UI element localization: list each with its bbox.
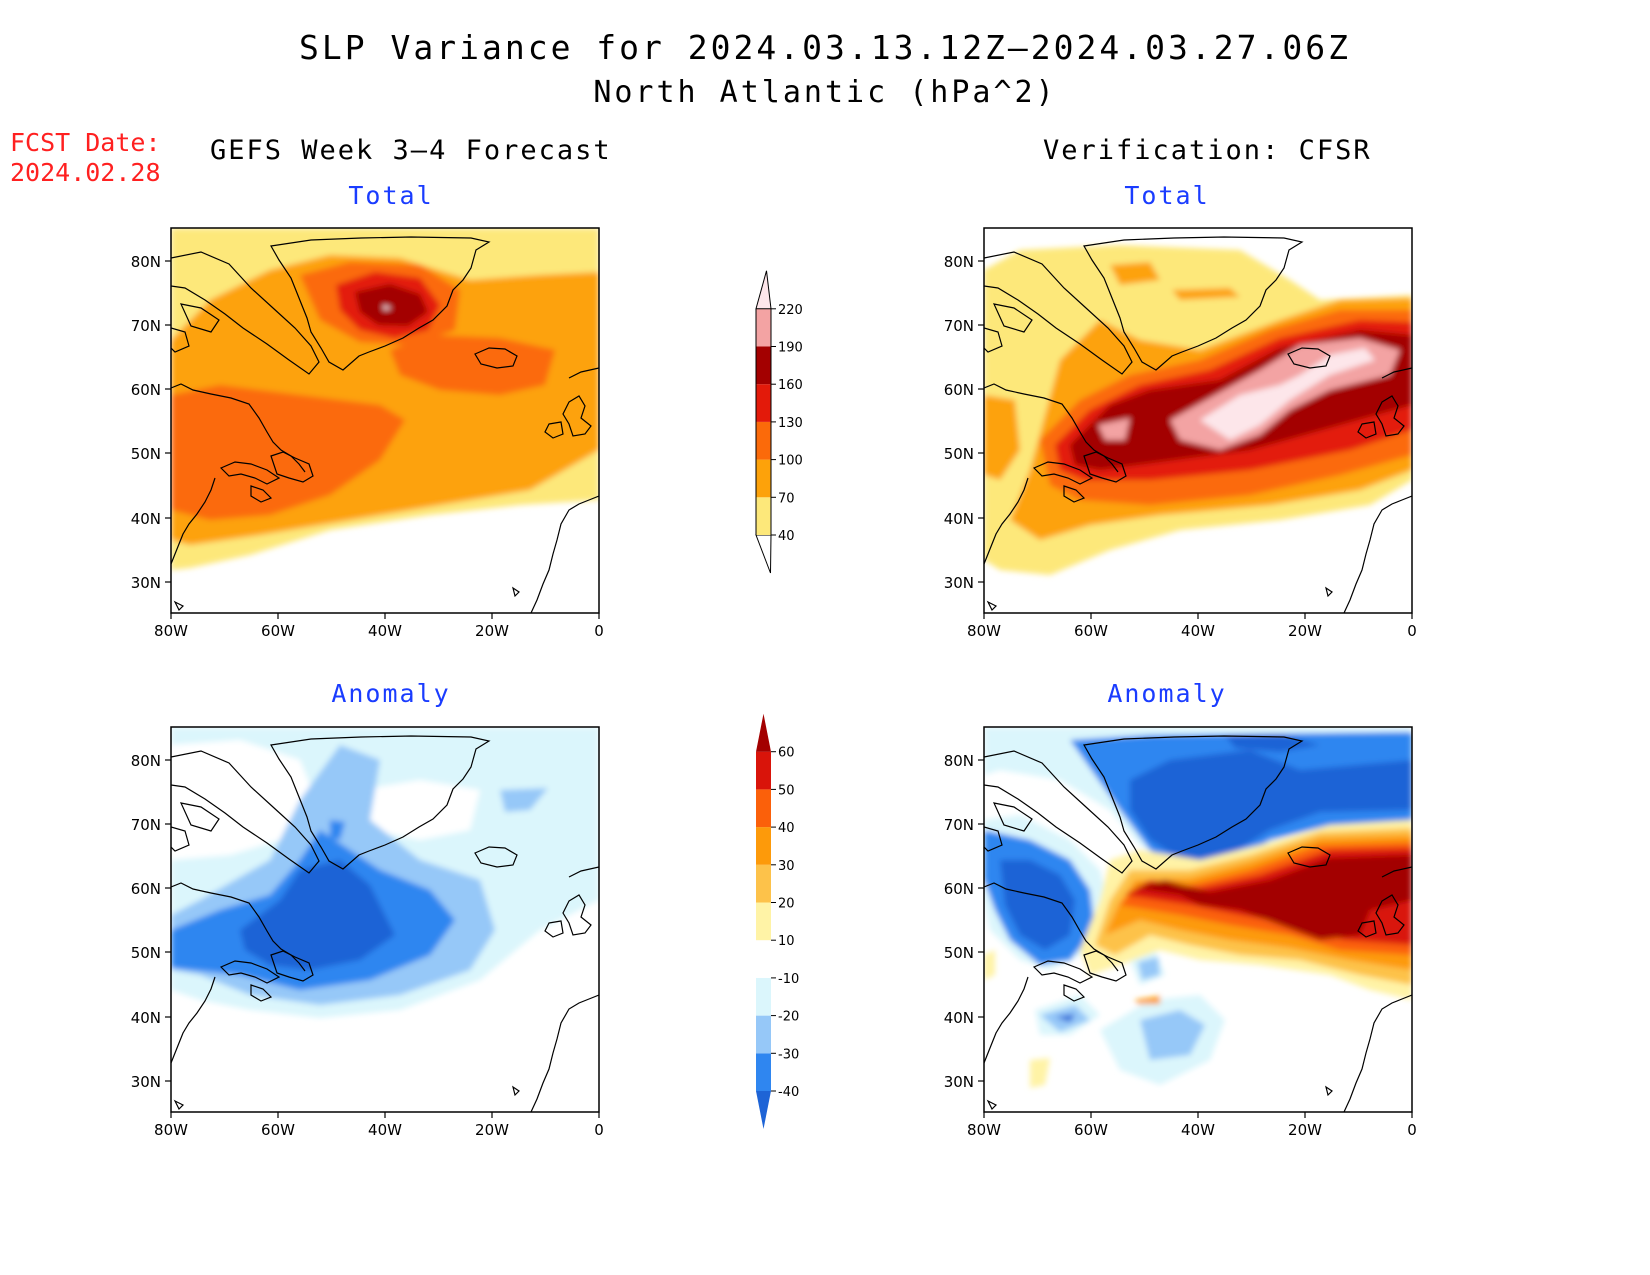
lon-tick-label: 60W: [261, 1121, 295, 1139]
colorbar-anomaly-label: -30: [778, 1047, 799, 1062]
colorbar-anomaly-label: -20: [778, 1010, 799, 1025]
lat-tick-label: 60N: [944, 880, 974, 898]
colorbar-total-label: 40: [778, 529, 795, 544]
lat-tick-label: 40N: [131, 510, 161, 528]
verification-anomaly-map: [984, 727, 1412, 1112]
colorbar-total-label: 130: [778, 416, 803, 431]
colorbar-anomaly-swatch: [756, 751, 771, 790]
colorbar-total-label: 220: [778, 303, 803, 318]
lon-tick-label: 80W: [967, 622, 1001, 640]
colorbars: 40 70 100 130 160 190 220 -40 -30 -20 -10 10 20 30 40 5…: [755, 270, 803, 1129]
lon-tick-label: 0: [594, 622, 604, 640]
colorbar-total-swatch: [756, 308, 771, 347]
lon-tick-label: 80W: [154, 622, 188, 640]
colorbar-total-low-cap: [755, 534, 772, 574]
lon-tick-label: 40W: [1181, 1121, 1215, 1139]
colorbar-total-high-cap: [755, 270, 772, 310]
colorbar-total-label: 100: [778, 454, 803, 469]
lat-tick-label: 60N: [131, 381, 161, 399]
colorbar-anomaly-label: 10: [778, 934, 795, 949]
lat-tick-label: 40N: [131, 1009, 161, 1027]
colorbar-anomaly-label: 40: [778, 821, 795, 836]
colorbar-total-swatch: [756, 497, 771, 535]
fcst-date-label: FCST Date:: [10, 128, 161, 157]
lat-tick-label: 30N: [944, 574, 974, 592]
lon-tick-label: 40W: [368, 1121, 402, 1139]
fcst-date-value: 2024.02.28: [10, 158, 161, 187]
colorbar-total-label: 190: [778, 341, 803, 356]
colorbar-anomaly-swatch: [756, 827, 771, 865]
lat-tick-label: 80N: [131, 253, 161, 271]
lon-tick-label: 60W: [261, 622, 295, 640]
colorbar-total-label: 70: [778, 491, 795, 506]
lon-tick-label: 60W: [1074, 1121, 1108, 1139]
colorbar-total-label: 160: [778, 378, 803, 393]
colorbar-anomaly-swatch: [756, 1015, 771, 1054]
colorbar-anomaly-low-cap: [756, 1091, 771, 1129]
forecast-total-map: [171, 228, 599, 613]
verification-anomaly-title: Anomaly: [1107, 679, 1227, 708]
colorbar-anomaly-label: 60: [778, 746, 795, 761]
lat-tick-label: 80N: [131, 752, 161, 770]
colorbar-anomaly-label: -40: [778, 1085, 799, 1100]
colorbar-total-swatch: [756, 346, 771, 385]
lat-tick-label: 30N: [944, 1073, 974, 1091]
verification-total-map: [984, 228, 1412, 613]
lon-tick-label: 80W: [154, 1121, 188, 1139]
main-title: SLP Variance for 2024.03.13.12Z–2024.03.…: [299, 28, 1351, 67]
colorbar-anomaly-swatch: [756, 902, 771, 941]
lon-tick-label: 40W: [368, 622, 402, 640]
lat-tick-label: 80N: [944, 253, 974, 271]
lat-tick-label: 70N: [944, 816, 974, 834]
lat-tick-label: 60N: [131, 880, 161, 898]
forecast-anomaly-title: Anomaly: [331, 679, 451, 708]
lon-tick-label: 60W: [1074, 622, 1108, 640]
colorbar-anomaly-label: 30: [778, 859, 795, 874]
axis-labels: 80N 70N 60N 50N 40N 30N 80W 60W 40W 20W 0 80N 70N 60N…: [131, 253, 1417, 1139]
lon-tick-label: 80W: [967, 1121, 1001, 1139]
main-subtitle: North Atlantic (hPa^2): [593, 75, 1057, 110]
colorbar-anomaly-swatch: [756, 789, 771, 828]
lat-tick-label: 70N: [944, 317, 974, 335]
colorbar-anomaly-high-cap: [756, 713, 771, 752]
colorbar-anomaly-swatch: [756, 977, 771, 1016]
lon-tick-label: 0: [1407, 622, 1417, 640]
forecast-anomaly-map: [171, 727, 599, 1112]
verification-total-title: Total: [1124, 181, 1210, 210]
colorbar-anomaly-swatch: [756, 940, 771, 978]
lon-tick-label: 20W: [475, 1121, 509, 1139]
colorbar-anomaly-swatch: [756, 864, 771, 903]
verification-column-title: Verification: CFSR: [1043, 135, 1372, 166]
lat-tick-label: 40N: [944, 510, 974, 528]
lat-tick-label: 30N: [131, 1073, 161, 1091]
colorbar-anomaly-label: -10: [778, 972, 799, 987]
lon-tick-label: 40W: [1181, 622, 1215, 640]
lat-tick-label: 30N: [131, 574, 161, 592]
lat-tick-label: 40N: [944, 1009, 974, 1027]
lon-tick-label: 20W: [475, 622, 509, 640]
lat-tick-label: 80N: [944, 752, 974, 770]
forecast-column-title: GEFS Week 3–4 Forecast: [210, 135, 612, 166]
forecast-total-title: Total: [348, 181, 434, 210]
colorbar-total-swatch: [756, 384, 771, 422]
lon-tick-label: 0: [1407, 1121, 1417, 1139]
lon-tick-label: 0: [594, 1121, 604, 1139]
lat-tick-label: 70N: [131, 816, 161, 834]
colorbar-anomaly-swatch: [756, 1053, 771, 1091]
colorbar-anomaly-label: 50: [778, 783, 795, 798]
colorbar-total-swatch: [756, 459, 771, 498]
lat-tick-label: 50N: [131, 445, 161, 463]
colorbar-total-swatch: [756, 421, 771, 460]
lat-tick-label: 60N: [944, 381, 974, 399]
lat-tick-label: 70N: [131, 317, 161, 335]
lon-tick-label: 20W: [1288, 622, 1322, 640]
lat-tick-label: 50N: [944, 944, 974, 962]
lat-tick-label: 50N: [944, 445, 974, 463]
lat-tick-label: 50N: [131, 944, 161, 962]
colorbar-anomaly-label: 20: [778, 897, 795, 912]
lon-tick-label: 20W: [1288, 1121, 1322, 1139]
